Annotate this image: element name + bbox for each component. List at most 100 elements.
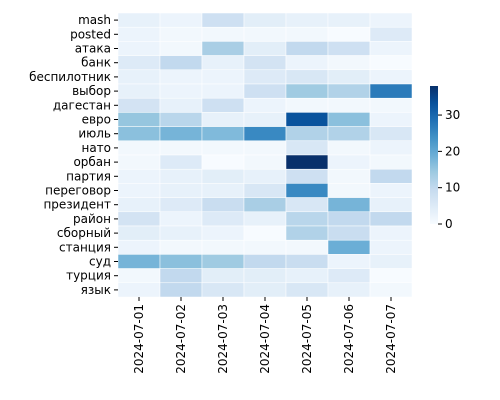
- heat-cell: [285, 41, 329, 56]
- heat-cell: [159, 168, 203, 184]
- heat-cell: [159, 197, 203, 213]
- heat-cell: [159, 69, 203, 85]
- heat-cell: [369, 140, 413, 156]
- heat-cell: [117, 183, 161, 198]
- heat-cell: [327, 55, 371, 71]
- y-tick-label: июль: [78, 127, 111, 141]
- heat-cell: [159, 12, 203, 28]
- y-tick-label: переговор: [45, 184, 111, 198]
- heat-cell: [327, 26, 371, 42]
- heat-cell: [327, 41, 371, 56]
- heat-cell: [201, 12, 245, 28]
- heat-cell: [369, 211, 413, 227]
- colorbar-tick-label: 10: [445, 181, 460, 195]
- heat-cell: [327, 97, 371, 113]
- heat-cell: [369, 41, 413, 56]
- heat-cell: [117, 154, 161, 170]
- colorbar-tick-label: 30: [445, 108, 460, 122]
- y-tick-label: дагестан: [53, 98, 111, 112]
- heat-cell: [201, 197, 245, 213]
- heat-cell: [117, 83, 161, 99]
- heat-cell: [201, 254, 245, 269]
- heat-cell: [285, 55, 329, 71]
- heat-cell: [285, 168, 329, 184]
- heat-cell: [201, 26, 245, 42]
- heat-cell: [159, 140, 203, 156]
- y-tick-label: евро: [82, 113, 111, 127]
- heat-cell: [159, 183, 203, 198]
- heat-cell: [117, 97, 161, 113]
- heat-cell: [243, 126, 287, 142]
- y-tick-label: банк: [81, 56, 111, 70]
- heat-cell: [117, 41, 161, 56]
- heat-cell: [369, 83, 413, 99]
- y-tick-label: суд: [89, 255, 111, 269]
- heat-cell: [369, 168, 413, 184]
- heat-cell: [243, 183, 287, 198]
- heat-cell: [201, 211, 245, 227]
- heat-cell: [117, 69, 161, 85]
- heat-cell: [285, 268, 329, 284]
- heat-cell: [117, 168, 161, 184]
- heat-cell: [201, 126, 245, 142]
- heat-cell: [285, 211, 329, 227]
- heat-cell: [201, 282, 245, 298]
- x-tick-label: 2024-07-06: [342, 304, 356, 374]
- heat-cell: [327, 154, 371, 170]
- heat-cell: [285, 197, 329, 213]
- heat-cell: [327, 168, 371, 184]
- heat-cell: [369, 97, 413, 113]
- heat-cell: [201, 55, 245, 71]
- y-tick-label: район: [73, 212, 111, 226]
- heat-cell: [327, 83, 371, 99]
- heat-cell: [369, 126, 413, 142]
- heat-cell: [369, 254, 413, 269]
- heat-cell: [243, 154, 287, 170]
- heat-cell: [159, 254, 203, 269]
- heat-cell: [243, 69, 287, 85]
- heat-cell: [369, 268, 413, 284]
- heat-cell: [117, 239, 161, 255]
- heat-cell: [159, 282, 203, 298]
- heat-cell: [285, 183, 329, 198]
- x-tick-label: 2024-07-01: [132, 304, 146, 374]
- heat-cell: [327, 183, 371, 198]
- heat-cell: [117, 140, 161, 156]
- heat-cell: [201, 268, 245, 284]
- heat-cell: [243, 282, 287, 298]
- heat-cell: [327, 12, 371, 28]
- y-tick-label: турция: [66, 269, 111, 283]
- heat-cell: [243, 26, 287, 42]
- y-tick-label: станция: [59, 240, 111, 254]
- heat-cell: [243, 112, 287, 127]
- heat-cell: [285, 225, 329, 241]
- heat-cell: [201, 112, 245, 127]
- heat-cell: [201, 97, 245, 113]
- heat-cell: [327, 282, 371, 298]
- heat-cell: [369, 12, 413, 28]
- heat-cell: [327, 112, 371, 127]
- heat-cell: [243, 225, 287, 241]
- heat-cell: [369, 197, 413, 213]
- heat-cell: [117, 268, 161, 284]
- heat-cell: [117, 254, 161, 269]
- heat-cell: [369, 239, 413, 255]
- heat-cell: [201, 168, 245, 184]
- heat-cell: [369, 183, 413, 198]
- heat-cell: [369, 225, 413, 241]
- heat-cell: [117, 112, 161, 127]
- heat-cell: [285, 239, 329, 255]
- heat-cell: [117, 12, 161, 28]
- colorbar-tick-label: 20: [445, 144, 460, 158]
- heat-cell: [327, 69, 371, 85]
- heat-cell: [285, 254, 329, 269]
- heat-cell: [159, 239, 203, 255]
- heat-cell: [201, 225, 245, 241]
- heat-cell: [369, 112, 413, 127]
- heat-cell: [327, 239, 371, 255]
- heat-cell: [327, 197, 371, 213]
- heat-cell: [117, 197, 161, 213]
- heat-cell: [243, 168, 287, 184]
- heat-cell: [117, 26, 161, 42]
